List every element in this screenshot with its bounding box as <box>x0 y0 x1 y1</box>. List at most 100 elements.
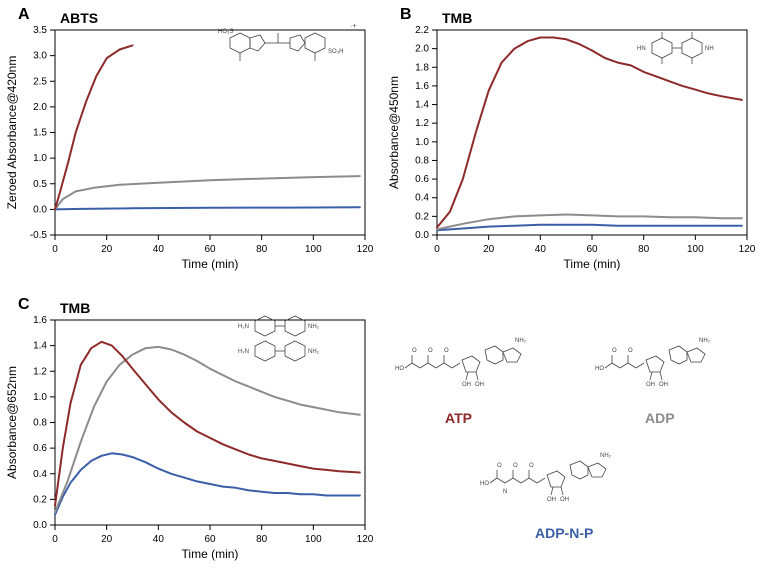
adpnp-molecule-icon: HO O N O O OH OH NH₂ <box>475 445 675 525</box>
svg-text:H₂N: H₂N <box>238 324 249 330</box>
svg-text:NH: NH <box>705 46 714 52</box>
svg-text:3.0: 3.0 <box>33 51 47 62</box>
svg-text:O: O <box>412 348 417 354</box>
atp-molecule-icon: HO O O O OH OH NH₂ <box>390 330 570 410</box>
tmb-molecule-icon: HN NH <box>637 25 747 65</box>
svg-text:O: O <box>628 348 633 354</box>
svg-text:40: 40 <box>535 244 547 255</box>
svg-text:H₂N: H₂N <box>238 349 249 355</box>
svg-text:0.4: 0.4 <box>415 193 429 204</box>
svg-text:OH: OH <box>462 382 471 388</box>
svg-text:60: 60 <box>204 534 216 545</box>
svg-text:HO₃S: HO₃S <box>218 29 233 35</box>
svg-text:1.8: 1.8 <box>415 62 429 73</box>
svg-text:40: 40 <box>153 534 165 545</box>
svg-text:Time (min): Time (min) <box>564 257 621 271</box>
svg-text:NH₂: NH₂ <box>515 338 527 344</box>
svg-text:Zeroed Absorbance@420nm: Zeroed Absorbance@420nm <box>5 56 19 210</box>
svg-text:100: 100 <box>687 244 704 255</box>
svg-text:HN: HN <box>637 46 646 52</box>
svg-text:0.0: 0.0 <box>415 230 429 241</box>
svg-text:1.2: 1.2 <box>415 118 429 129</box>
svg-text:20: 20 <box>483 244 495 255</box>
svg-text:O: O <box>428 348 433 354</box>
svg-text:0: 0 <box>52 534 58 545</box>
svg-text:100: 100 <box>305 534 322 545</box>
svg-text:O: O <box>497 463 502 469</box>
svg-text:O: O <box>513 463 518 469</box>
svg-text:O: O <box>529 463 534 469</box>
svg-text:OH: OH <box>646 382 655 388</box>
panel-a-label: A <box>18 6 30 24</box>
svg-text:NH₂: NH₂ <box>308 324 320 330</box>
svg-text:0: 0 <box>52 244 58 255</box>
svg-text:1.5: 1.5 <box>33 128 47 139</box>
abts-molecule-icon: HO₃S SO₃H ·+ <box>210 18 365 68</box>
svg-text:120: 120 <box>357 244 374 255</box>
adpnp-label: ADP-N-P <box>535 525 593 541</box>
svg-text:Absorbance@652nm: Absorbance@652nm <box>5 366 19 479</box>
svg-text:OH: OH <box>560 497 569 503</box>
svg-text:20: 20 <box>101 244 113 255</box>
svg-text:OH: OH <box>659 382 668 388</box>
svg-text:0.6: 0.6 <box>415 174 429 185</box>
svg-text:60: 60 <box>204 244 216 255</box>
adp-molecule-icon: HO O O OH OH NH₂ <box>590 330 755 410</box>
svg-text:80: 80 <box>638 244 650 255</box>
svg-text:Time (min): Time (min) <box>182 257 239 271</box>
svg-text:3.5: 3.5 <box>33 25 47 36</box>
panel-a: A ABTS 0 20 40 60 80 100 120 -0.5 0.0 0.5 1.0 1.5 2.… <box>0 0 380 280</box>
panel-c: C TMB 0204060801001200.00.20.40.60.81.01… <box>0 290 380 570</box>
svg-text:1.4: 1.4 <box>33 341 47 352</box>
svg-text:Absorbance@450nm: Absorbance@450nm <box>387 76 401 189</box>
svg-text:2.0: 2.0 <box>415 44 429 55</box>
svg-text:2.0: 2.0 <box>33 102 47 113</box>
svg-text:1.6: 1.6 <box>33 315 47 326</box>
svg-text:·+: ·+ <box>350 23 356 30</box>
panel-c-label: C <box>18 296 30 314</box>
panel-b-substrate: TMB <box>442 10 472 26</box>
svg-text:2.5: 2.5 <box>33 76 47 87</box>
svg-text:100: 100 <box>305 244 322 255</box>
svg-text:0.5: 0.5 <box>33 179 47 190</box>
panel-c-substrate: TMB <box>60 300 90 316</box>
svg-text:120: 120 <box>357 534 374 545</box>
svg-text:80: 80 <box>256 534 268 545</box>
svg-text:2.2: 2.2 <box>415 25 429 36</box>
svg-text:1.0: 1.0 <box>33 153 47 164</box>
svg-text:0.0: 0.0 <box>33 204 47 215</box>
svg-text:80: 80 <box>256 244 268 255</box>
svg-text:SO₃H: SO₃H <box>328 49 343 55</box>
panel-b-label: B <box>400 6 412 24</box>
svg-text:0.0: 0.0 <box>33 520 47 531</box>
svg-text:60: 60 <box>586 244 598 255</box>
svg-text:1.0: 1.0 <box>415 137 429 148</box>
svg-text:1.4: 1.4 <box>415 100 429 111</box>
svg-text:HO: HO <box>480 481 489 487</box>
svg-text:0.6: 0.6 <box>33 443 47 454</box>
tmb-molecule-icon-c: H₂N NH₂ H₂N NH₂ <box>235 308 365 363</box>
svg-text:OH: OH <box>547 497 556 503</box>
svg-text:0: 0 <box>434 244 440 255</box>
svg-text:NH₂: NH₂ <box>600 453 612 459</box>
atp-label: ATP <box>445 410 472 426</box>
panel-a-substrate: ABTS <box>60 10 98 26</box>
svg-text:40: 40 <box>153 244 165 255</box>
svg-text:0.2: 0.2 <box>415 211 429 222</box>
svg-text:HO: HO <box>595 366 604 372</box>
svg-text:Time (min): Time (min) <box>182 547 239 561</box>
svg-text:-0.5: -0.5 <box>30 230 48 241</box>
svg-text:1.2: 1.2 <box>33 366 47 377</box>
svg-text:1.6: 1.6 <box>415 81 429 92</box>
svg-text:0.8: 0.8 <box>33 418 47 429</box>
svg-text:OH: OH <box>475 382 484 388</box>
svg-text:NH₂: NH₂ <box>308 349 320 355</box>
molecule-legend: HO O O O OH OH NH₂ ATP HO O O <box>390 310 760 570</box>
svg-text:0.8: 0.8 <box>415 155 429 166</box>
svg-text:20: 20 <box>101 534 113 545</box>
svg-text:O: O <box>612 348 617 354</box>
svg-text:N: N <box>503 489 507 495</box>
svg-text:120: 120 <box>739 244 756 255</box>
svg-text:HO: HO <box>395 366 404 372</box>
adp-label: ADP <box>645 410 675 426</box>
